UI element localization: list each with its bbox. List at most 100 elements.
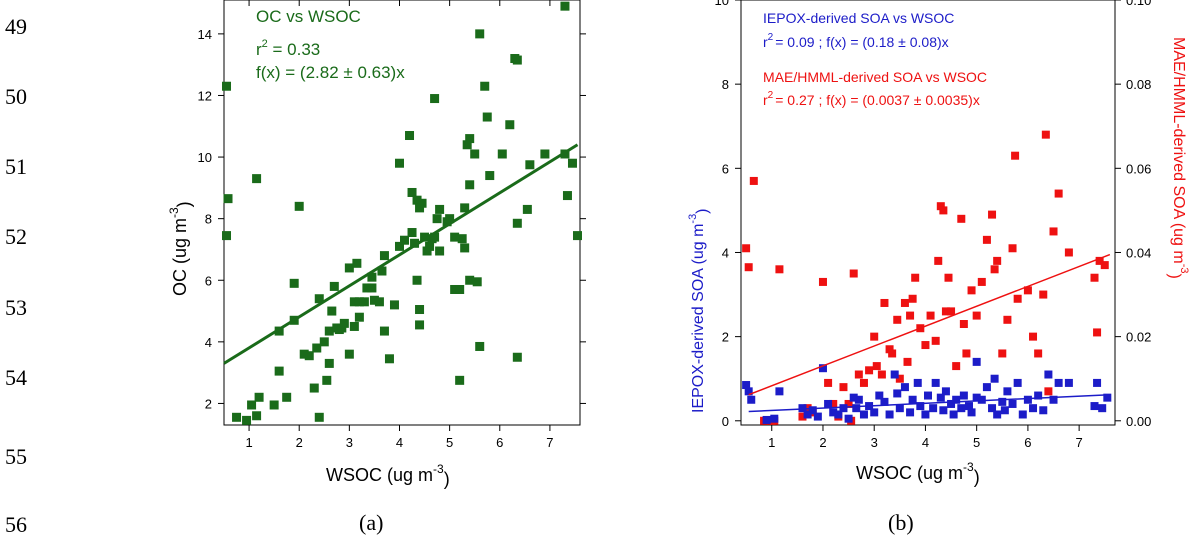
data-point	[908, 294, 917, 303]
data-point	[900, 383, 909, 392]
y-tick-label-right: 0.04	[1126, 245, 1151, 260]
data-point	[319, 337, 329, 347]
data-point	[314, 412, 324, 422]
y-tick-label-right: 0.00	[1126, 414, 1151, 429]
data-point	[465, 180, 475, 190]
data-point	[844, 399, 853, 408]
y-tick-label-right: 0.06	[1126, 161, 1151, 176]
annotation-mae-stats: r2 = 0.27 ; f(x) = (0.0037 ± 0.0035)x	[763, 90, 980, 108]
data-point	[742, 381, 751, 390]
data-point	[394, 158, 404, 168]
data-point	[379, 326, 389, 336]
annotation-r2: r2 = 0.33	[256, 38, 320, 59]
data-point	[859, 378, 868, 387]
data-point	[344, 263, 354, 273]
data-point	[880, 397, 889, 406]
data-point	[1049, 395, 1058, 404]
data-point	[415, 305, 425, 315]
data-point	[1044, 370, 1053, 379]
data-point	[294, 201, 304, 211]
data-point	[1095, 256, 1104, 265]
data-point	[505, 120, 515, 130]
data-point	[1039, 406, 1048, 415]
data-point	[818, 277, 827, 286]
data-point	[460, 203, 470, 213]
data-point	[472, 277, 482, 287]
data-point	[1044, 387, 1053, 396]
data-point	[885, 345, 894, 354]
x-tick-label: 4	[396, 435, 403, 450]
data-point	[252, 174, 262, 184]
data-point	[572, 231, 582, 241]
data-point	[222, 81, 232, 91]
data-point	[924, 391, 932, 400]
data-point	[849, 393, 858, 402]
panel-label-a: (a)	[359, 510, 383, 535]
data-point	[445, 214, 455, 224]
panel-label-b: (b)	[888, 510, 914, 535]
data-point	[485, 171, 495, 181]
data-point	[972, 393, 981, 402]
data-point	[1029, 332, 1038, 341]
data-point	[1013, 378, 1022, 387]
data-point	[844, 414, 853, 423]
fit-line-group	[223, 143, 579, 365]
data-point	[269, 400, 279, 410]
data-point	[798, 412, 807, 421]
data-point	[913, 378, 922, 387]
data-point	[839, 404, 848, 413]
data-point	[367, 283, 377, 293]
data-point	[854, 370, 863, 379]
data-point	[223, 194, 233, 204]
y-tick-label-right: 0.10	[1126, 0, 1151, 8]
data-point	[964, 402, 973, 411]
data-point	[394, 241, 404, 251]
data-point	[1100, 261, 1109, 270]
y-tick-label-left: 8	[722, 77, 729, 92]
data-point	[480, 81, 490, 91]
data-point	[379, 251, 389, 261]
data-point	[432, 214, 442, 224]
y-axis-title: OC (ug m-3)	[167, 201, 194, 296]
data-point	[327, 306, 337, 316]
data-point	[824, 399, 833, 408]
data-point	[562, 191, 572, 201]
data-point	[465, 275, 475, 285]
data-point	[1000, 406, 1009, 415]
line-number: 49	[5, 14, 27, 39]
data-point	[957, 214, 966, 223]
y-tick-label: 10	[198, 150, 212, 165]
x-axis-title: WSOC (ug m-3)	[856, 460, 980, 487]
data-point	[921, 410, 930, 419]
data-point	[412, 195, 422, 205]
data-point	[977, 277, 986, 286]
data-point	[870, 408, 879, 417]
y-axis-left-title: IEPOX-derived SOA (ug m-3)	[687, 208, 711, 413]
x-tick-label: 4	[922, 435, 929, 450]
x-tick-label: 5	[446, 435, 453, 450]
data-point	[354, 312, 364, 322]
data-point	[854, 395, 863, 404]
x-tick-label: 2	[819, 435, 826, 450]
data-point	[430, 232, 440, 242]
data-point	[512, 218, 522, 228]
data-point	[435, 204, 445, 214]
chart-panel-b: 1 2 3 4 5 6 7 0 2 4 6 8 10 0.00 0.02 0.04 0.06 0.08 0.10…	[687, 0, 1190, 535]
data-point	[1041, 130, 1050, 139]
data-point	[941, 387, 950, 396]
data-point	[998, 349, 1007, 358]
data-point	[512, 352, 522, 362]
data-point	[808, 406, 817, 415]
data-point	[400, 235, 410, 245]
data-point	[893, 389, 902, 398]
fit-line-group	[748, 253, 1111, 413]
data-point	[410, 238, 420, 248]
x-tick-label: 7	[1076, 435, 1083, 450]
data-point	[762, 415, 771, 424]
line-number: 55	[5, 444, 27, 469]
data-point	[936, 202, 945, 211]
x-tick-label: 1	[245, 435, 252, 450]
data-point	[322, 375, 332, 385]
data-point	[460, 243, 470, 253]
